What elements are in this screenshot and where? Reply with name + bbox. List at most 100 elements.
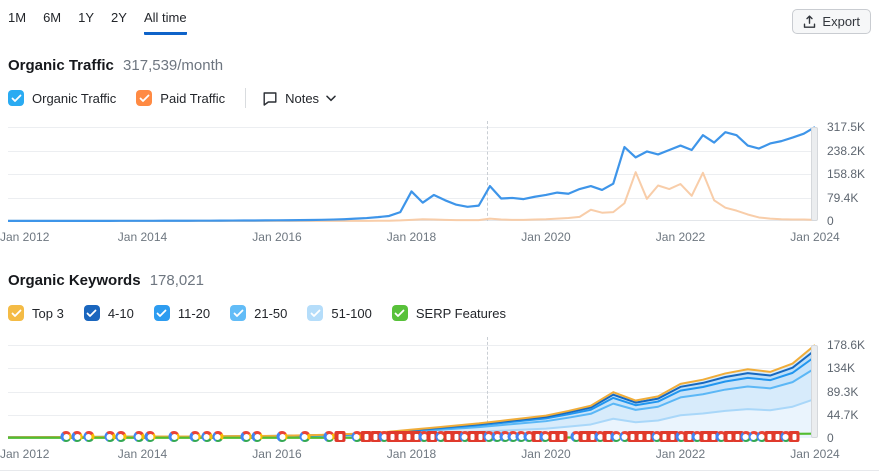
- algorithm-alert-icon[interactable]: [683, 431, 695, 442]
- algorithm-alert-icon[interactable]: [548, 431, 560, 442]
- range-tab-1y[interactable]: 1Y: [78, 10, 95, 25]
- google-update-icon[interactable]: [570, 431, 582, 442]
- google-update-icon[interactable]: [523, 431, 535, 442]
- check-icon: [11, 309, 21, 317]
- keywords-legend: Top 3 4-10 11-20 21-50 51-100 SERP Features: [8, 304, 879, 322]
- algorithm-alert-icon[interactable]: [723, 431, 735, 442]
- algorithm-alert-icon[interactable]: [699, 431, 711, 442]
- google-update-icon[interactable]: [715, 431, 727, 442]
- algorithm-alert-icon[interactable]: [764, 431, 776, 442]
- algorithm-alert-icon[interactable]: [659, 431, 671, 442]
- google-update-icon[interactable]: [115, 431, 127, 442]
- algorithm-alert-icon[interactable]: [410, 431, 422, 442]
- algorithm-alert-icon[interactable]: [360, 431, 372, 442]
- legend-label: Organic Traffic: [32, 90, 117, 106]
- google-update-icon[interactable]: [189, 431, 201, 442]
- google-update-icon[interactable]: [299, 431, 311, 442]
- chart-range-handle[interactable]: [811, 127, 818, 221]
- google-update-icon[interactable]: [539, 431, 551, 442]
- algorithm-alert-icon[interactable]: [578, 431, 590, 442]
- google-update-icon[interactable]: [104, 431, 116, 442]
- google-update-icon[interactable]: [71, 431, 83, 442]
- range-tab-all-time[interactable]: All time: [143, 10, 187, 35]
- algorithm-alert-icon[interactable]: [586, 431, 598, 442]
- google-update-icon[interactable]: [276, 431, 288, 442]
- y-tick-label: 238.2K: [827, 143, 866, 158]
- algorithm-alert-icon[interactable]: [772, 431, 784, 442]
- google-update-icon[interactable]: [418, 431, 430, 442]
- algorithm-alert-icon[interactable]: [707, 431, 719, 442]
- chevron-down-icon: [326, 95, 336, 101]
- algorithm-alert-icon[interactable]: [334, 431, 346, 442]
- algorithm-alert-icon[interactable]: [667, 431, 679, 442]
- google-update-icon[interactable]: [691, 431, 703, 442]
- algorithm-alert-icon[interactable]: [531, 431, 543, 442]
- google-update-icon[interactable]: [515, 431, 527, 442]
- google-update-icon[interactable]: [60, 431, 72, 442]
- legend-item-51-100[interactable]: 51-100: [307, 305, 372, 321]
- keywords-plot-area[interactable]: Jan 2012 Jan 2014 Jan 2016 Jan 2018 Jan 2020…: [0, 337, 840, 461]
- google-update-icon[interactable]: [240, 431, 252, 442]
- google-update-icon[interactable]: [323, 431, 335, 442]
- algorithm-alert-icon[interactable]: [475, 431, 487, 442]
- google-update-icon[interactable]: [378, 431, 390, 442]
- legend-item-organic-traffic[interactable]: Organic Traffic: [8, 90, 116, 106]
- legend-item-4-10[interactable]: 4-10: [83, 305, 134, 321]
- google-update-icon[interactable]: [491, 431, 503, 442]
- legend-item-top-3[interactable]: Top 3: [8, 305, 64, 321]
- algorithm-alert-icon[interactable]: [451, 431, 463, 442]
- google-update-icon[interactable]: [351, 431, 363, 442]
- google-update-icon[interactable]: [507, 431, 519, 442]
- legend-item-serp-features[interactable]: SERP Features: [391, 305, 506, 321]
- algorithm-alert-icon[interactable]: [394, 431, 406, 442]
- bottom-divider: [0, 470, 879, 471]
- google-update-icon[interactable]: [201, 431, 213, 442]
- algorithm-alert-icon[interactable]: [370, 431, 382, 442]
- google-update-icon[interactable]: [83, 431, 95, 442]
- google-update-icon[interactable]: [748, 431, 760, 442]
- google-update-icon[interactable]: [675, 431, 687, 442]
- algorithm-alert-icon[interactable]: [635, 431, 647, 442]
- legend-item-11-20[interactable]: 11-20: [153, 305, 210, 321]
- algorithm-alert-icon[interactable]: [602, 431, 614, 442]
- google-update-icon[interactable]: [619, 431, 631, 442]
- algorithm-alert-icon[interactable]: [556, 431, 568, 442]
- google-update-icon[interactable]: [212, 431, 224, 442]
- algorithm-alert-icon[interactable]: [788, 431, 800, 442]
- google-update-icon[interactable]: [651, 431, 663, 442]
- range-tab-2y[interactable]: 2Y: [111, 10, 127, 25]
- legend-item-paid-traffic[interactable]: Paid Traffic: [136, 90, 225, 106]
- gridline: [8, 127, 815, 129]
- notes-toggle[interactable]: Notes: [262, 91, 336, 106]
- google-update-icon[interactable]: [780, 431, 792, 442]
- algorithm-alert-icon[interactable]: [643, 431, 655, 442]
- chart-range-handle[interactable]: [811, 345, 818, 438]
- google-update-icon[interactable]: [610, 431, 622, 442]
- y-tick-label: 79.4K: [827, 190, 859, 205]
- legend-item-21-50[interactable]: 21-50: [230, 305, 287, 321]
- algorithm-alert-icon[interactable]: [402, 431, 414, 442]
- google-update-icon[interactable]: [435, 431, 447, 442]
- algorithm-alert-icon[interactable]: [386, 431, 398, 442]
- algorithm-alert-icon[interactable]: [467, 431, 479, 442]
- google-update-icon[interactable]: [144, 431, 156, 442]
- export-button[interactable]: Export: [792, 9, 871, 34]
- algorithm-alert-icon[interactable]: [627, 431, 639, 442]
- google-update-icon[interactable]: [756, 431, 768, 442]
- google-update-icon[interactable]: [168, 431, 180, 442]
- algorithm-alert-icon[interactable]: [426, 431, 438, 442]
- google-update-icon[interactable]: [740, 431, 752, 442]
- google-update-icon[interactable]: [499, 431, 511, 442]
- check-icon: [11, 94, 21, 102]
- google-update-icon[interactable]: [133, 431, 145, 442]
- x-tick-label: Jan 2016: [252, 447, 302, 461]
- google-update-icon[interactable]: [594, 431, 606, 442]
- range-tab-6m[interactable]: 6M: [43, 10, 62, 25]
- traffic-plot-area[interactable]: Jan 2012 Jan 2014 Jan 2016 Jan 2018 Jan 2020…: [0, 121, 840, 244]
- algorithm-alert-icon[interactable]: [443, 431, 455, 442]
- google-update-icon[interactable]: [483, 431, 495, 442]
- google-update-icon[interactable]: [459, 431, 471, 442]
- range-tab-1m[interactable]: 1M: [8, 10, 27, 25]
- algorithm-alert-icon[interactable]: [732, 431, 744, 442]
- google-update-icon[interactable]: [251, 431, 263, 442]
